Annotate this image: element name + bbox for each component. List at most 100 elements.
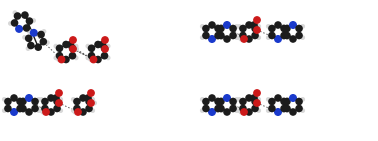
Circle shape bbox=[14, 12, 21, 20]
Circle shape bbox=[25, 94, 33, 102]
Circle shape bbox=[239, 37, 243, 41]
Circle shape bbox=[56, 57, 61, 62]
Circle shape bbox=[16, 98, 24, 105]
Circle shape bbox=[30, 29, 38, 37]
Circle shape bbox=[268, 25, 276, 32]
Circle shape bbox=[21, 97, 26, 102]
Circle shape bbox=[283, 98, 291, 105]
Circle shape bbox=[223, 94, 231, 102]
Circle shape bbox=[21, 108, 26, 113]
Circle shape bbox=[237, 108, 242, 113]
Circle shape bbox=[47, 94, 55, 102]
Circle shape bbox=[25, 35, 33, 42]
Circle shape bbox=[250, 94, 258, 102]
Circle shape bbox=[217, 105, 225, 112]
Circle shape bbox=[214, 105, 222, 112]
Circle shape bbox=[289, 21, 297, 29]
Circle shape bbox=[300, 97, 305, 102]
Circle shape bbox=[26, 17, 33, 25]
Circle shape bbox=[58, 108, 63, 113]
Circle shape bbox=[73, 98, 81, 105]
Circle shape bbox=[215, 108, 220, 113]
Circle shape bbox=[274, 94, 282, 102]
Circle shape bbox=[40, 38, 47, 45]
Circle shape bbox=[256, 108, 261, 113]
Circle shape bbox=[295, 98, 303, 105]
Circle shape bbox=[53, 44, 58, 49]
Circle shape bbox=[223, 108, 231, 116]
Circle shape bbox=[79, 108, 87, 116]
Circle shape bbox=[251, 105, 259, 112]
Circle shape bbox=[280, 25, 288, 32]
Circle shape bbox=[31, 98, 39, 105]
Circle shape bbox=[74, 55, 79, 60]
Circle shape bbox=[300, 35, 305, 40]
Circle shape bbox=[62, 56, 70, 63]
Circle shape bbox=[101, 44, 108, 52]
Circle shape bbox=[253, 89, 261, 97]
Circle shape bbox=[55, 99, 63, 107]
Circle shape bbox=[295, 32, 303, 39]
Circle shape bbox=[84, 94, 92, 102]
Circle shape bbox=[215, 24, 220, 29]
Circle shape bbox=[42, 108, 50, 116]
Circle shape bbox=[217, 25, 225, 32]
Circle shape bbox=[90, 97, 95, 102]
Circle shape bbox=[19, 105, 27, 112]
Circle shape bbox=[281, 97, 286, 102]
Circle shape bbox=[280, 98, 288, 105]
Circle shape bbox=[214, 32, 222, 39]
Circle shape bbox=[219, 35, 224, 40]
Circle shape bbox=[274, 108, 282, 116]
Circle shape bbox=[223, 21, 231, 29]
Circle shape bbox=[266, 35, 271, 40]
Circle shape bbox=[253, 26, 261, 34]
Circle shape bbox=[19, 98, 27, 105]
Circle shape bbox=[215, 35, 220, 40]
Circle shape bbox=[253, 16, 261, 24]
Circle shape bbox=[223, 35, 231, 43]
Circle shape bbox=[281, 108, 286, 113]
Circle shape bbox=[219, 108, 224, 113]
Circle shape bbox=[101, 45, 109, 53]
Circle shape bbox=[101, 52, 108, 60]
Circle shape bbox=[229, 98, 237, 105]
Circle shape bbox=[26, 46, 31, 51]
Circle shape bbox=[280, 32, 288, 39]
Circle shape bbox=[229, 25, 237, 32]
Circle shape bbox=[73, 105, 81, 112]
Circle shape bbox=[283, 32, 291, 39]
Circle shape bbox=[234, 97, 239, 102]
Circle shape bbox=[74, 47, 79, 51]
Circle shape bbox=[69, 52, 76, 60]
Circle shape bbox=[274, 21, 282, 29]
Circle shape bbox=[283, 105, 291, 112]
Circle shape bbox=[202, 32, 210, 39]
Circle shape bbox=[36, 108, 41, 113]
Circle shape bbox=[285, 97, 290, 102]
Circle shape bbox=[4, 98, 12, 105]
Circle shape bbox=[281, 35, 286, 40]
Circle shape bbox=[237, 97, 242, 102]
Circle shape bbox=[36, 97, 41, 102]
Circle shape bbox=[237, 35, 242, 40]
Circle shape bbox=[237, 24, 242, 29]
Circle shape bbox=[217, 98, 225, 105]
Circle shape bbox=[101, 36, 109, 44]
Circle shape bbox=[31, 18, 36, 23]
Circle shape bbox=[256, 35, 261, 40]
Circle shape bbox=[90, 108, 95, 113]
Circle shape bbox=[53, 55, 58, 60]
Circle shape bbox=[239, 25, 247, 32]
Circle shape bbox=[253, 99, 261, 107]
Circle shape bbox=[234, 108, 239, 113]
Circle shape bbox=[17, 108, 22, 113]
Circle shape bbox=[300, 108, 305, 113]
Circle shape bbox=[62, 41, 70, 48]
Circle shape bbox=[90, 56, 98, 63]
Circle shape bbox=[47, 108, 55, 116]
Circle shape bbox=[283, 25, 291, 32]
Circle shape bbox=[285, 108, 290, 113]
Circle shape bbox=[251, 25, 259, 32]
Circle shape bbox=[256, 97, 261, 102]
